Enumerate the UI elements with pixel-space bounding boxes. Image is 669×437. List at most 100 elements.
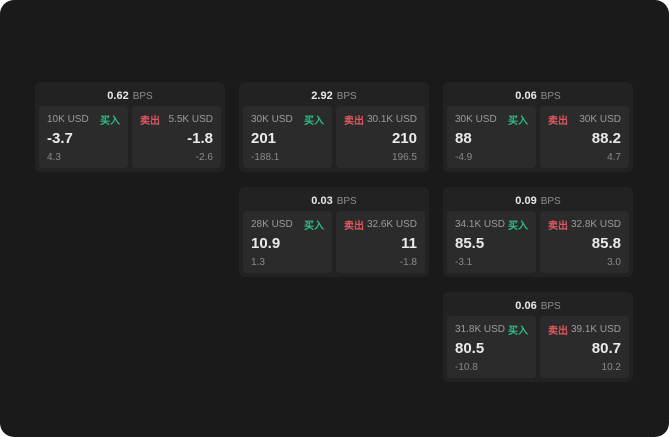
sell-sub-value: 196.5 <box>391 152 417 163</box>
bps-label: BPS <box>132 90 153 102</box>
sell-price: 85.8 <box>591 235 621 253</box>
buy-panel[interactable]: 31.8K USD 买入 80.5 -10.8 <box>447 316 536 378</box>
quote-card: 0.09 BPS 34.1K USD 买入 85.5 -3.1 卖出 32.8K… <box>443 187 633 277</box>
buy-price: 88 <box>455 130 472 148</box>
sell-amount: 5.5K USD <box>168 114 213 125</box>
buy-panel[interactable]: 28K USD 买入 10.9 1.3 <box>243 211 332 273</box>
card-header: 0.06 BPS <box>447 296 629 316</box>
card-body: 34.1K USD 买入 85.5 -3.1 卖出 32.8K USD 85.8… <box>447 211 629 273</box>
card-header: 2.92 BPS <box>243 86 425 106</box>
sell-sub-value: 3.0 <box>607 257 621 268</box>
quote-card: 0.62 BPS 10K USD 买入 -3.7 4.3 卖出 5.5K USD <box>35 82 225 172</box>
buy-button[interactable]: 买入 <box>304 116 324 127</box>
bps-value: 0.06 <box>515 90 537 102</box>
buy-sub-value: 4.3 <box>47 152 61 163</box>
sell-button[interactable]: 卖出 <box>140 116 160 127</box>
bps-label: BPS <box>540 195 561 207</box>
sell-top-row: 卖出 30K USD <box>548 112 621 127</box>
sell-price: -1.8 <box>187 130 213 148</box>
sell-price: 80.7 <box>591 340 621 358</box>
card-body: 28K USD 买入 10.9 1.3 卖出 32.6K USD 11 -1.8 <box>243 211 425 273</box>
bps-label: BPS <box>540 300 561 312</box>
sell-panel[interactable]: 卖出 30K USD 88.2 4.7 <box>540 106 629 168</box>
sell-sub-value: 10.2 <box>601 362 621 373</box>
sell-amount: 30.1K USD <box>366 114 417 125</box>
quote-card: 0.03 BPS 28K USD 买入 10.9 1.3 卖出 32.6K US… <box>239 187 429 277</box>
card-header: 0.62 BPS <box>39 86 221 106</box>
buy-amount: 28K USD <box>251 219 293 230</box>
buy-sub-value: -3.1 <box>455 257 473 268</box>
sell-button[interactable]: 卖出 <box>344 221 364 232</box>
card-body: 31.8K USD 买入 80.5 -10.8 卖出 39.1K USD 80.… <box>447 316 629 378</box>
bps-label: BPS <box>336 90 357 102</box>
buy-button[interactable]: 买入 <box>508 116 528 127</box>
sell-panel[interactable]: 卖出 30.1K USD 210 196.5 <box>336 106 425 168</box>
buy-button[interactable]: 买入 <box>100 116 120 127</box>
sell-amount: 39.1K USD <box>570 324 621 335</box>
card-header: 0.06 BPS <box>447 86 629 106</box>
quote-card: 0.06 BPS 30K USD 买入 88 -4.9 卖出 30K USD <box>443 82 633 172</box>
buy-amount: 10K USD <box>47 114 89 125</box>
buy-sub-value: -10.8 <box>455 362 478 373</box>
buy-button[interactable]: 买入 <box>508 326 528 337</box>
bps-label: BPS <box>540 90 561 102</box>
buy-sub-value: -188.1 <box>251 152 280 163</box>
buy-price: 10.9 <box>251 235 281 253</box>
sell-top-row: 卖出 5.5K USD <box>140 112 213 127</box>
buy-panel[interactable]: 34.1K USD 买入 85.5 -3.1 <box>447 211 536 273</box>
sell-sub-value: -1.8 <box>399 257 417 268</box>
card-body: 10K USD 买入 -3.7 4.3 卖出 5.5K USD -1.8 -2.… <box>39 106 221 168</box>
sell-panel[interactable]: 卖出 32.8K USD 85.8 3.0 <box>540 211 629 273</box>
sell-top-row: 卖出 32.6K USD <box>344 217 417 232</box>
buy-price: 80.5 <box>455 340 485 358</box>
card-body: 30K USD 买入 201 -188.1 卖出 30.1K USD 210 1… <box>243 106 425 168</box>
buy-top-row: 28K USD 买入 <box>251 217 324 232</box>
sell-button[interactable]: 卖出 <box>548 326 568 337</box>
sell-button[interactable]: 卖出 <box>548 116 568 127</box>
sell-top-row: 卖出 32.8K USD <box>548 217 621 232</box>
sell-panel[interactable]: 卖出 39.1K USD 80.7 10.2 <box>540 316 629 378</box>
sell-top-row: 卖出 30.1K USD <box>344 112 417 127</box>
card-header: 0.03 BPS <box>243 191 425 211</box>
buy-price: 85.5 <box>455 235 485 253</box>
buy-top-row: 30K USD 买入 <box>455 112 528 127</box>
buy-price: -3.7 <box>47 130 73 148</box>
sell-sub-value: -2.6 <box>195 152 213 163</box>
sell-panel[interactable]: 卖出 5.5K USD -1.8 -2.6 <box>132 106 221 168</box>
buy-top-row: 10K USD 买入 <box>47 112 120 127</box>
buy-button[interactable]: 买入 <box>304 221 324 232</box>
bps-value: 0.62 <box>107 90 129 102</box>
bps-label: BPS <box>336 195 357 207</box>
bps-value: 0.06 <box>515 300 537 312</box>
buy-panel[interactable]: 30K USD 买入 88 -4.9 <box>447 106 536 168</box>
buy-sub-value: -4.9 <box>455 152 473 163</box>
buy-top-row: 30K USD 买入 <box>251 112 324 127</box>
sell-amount: 32.8K USD <box>570 219 621 230</box>
buy-amount: 31.8K USD <box>455 324 506 335</box>
buy-top-row: 31.8K USD 买入 <box>455 322 528 337</box>
bps-value: 0.03 <box>311 195 333 207</box>
buy-amount: 34.1K USD <box>455 219 506 230</box>
sell-button[interactable]: 卖出 <box>344 116 364 127</box>
card-body: 30K USD 买入 88 -4.9 卖出 30K USD 88.2 4.7 <box>447 106 629 168</box>
sell-panel[interactable]: 卖出 32.6K USD 11 -1.8 <box>336 211 425 273</box>
sell-sub-value: 4.7 <box>607 152 621 163</box>
sell-top-row: 卖出 39.1K USD <box>548 322 621 337</box>
buy-panel[interactable]: 10K USD 买入 -3.7 4.3 <box>39 106 128 168</box>
buy-panel[interactable]: 30K USD 买入 201 -188.1 <box>243 106 332 168</box>
sell-button[interactable]: 卖出 <box>548 221 568 232</box>
sell-price: 210 <box>391 130 417 148</box>
buy-button[interactable]: 买入 <box>508 221 528 232</box>
buy-amount: 30K USD <box>251 114 293 125</box>
buy-top-row: 34.1K USD 买入 <box>455 217 528 232</box>
buy-sub-value: 1.3 <box>251 257 265 268</box>
bps-value: 0.09 <box>515 195 537 207</box>
sell-price: 88.2 <box>591 130 621 148</box>
buy-amount: 30K USD <box>455 114 497 125</box>
quote-card: 0.06 BPS 31.8K USD 买入 80.5 -10.8 卖出 39.1… <box>443 292 633 382</box>
bps-value: 2.92 <box>311 90 333 102</box>
card-header: 0.09 BPS <box>447 191 629 211</box>
sell-price: 11 <box>401 235 417 253</box>
sell-amount: 32.6K USD <box>366 219 417 230</box>
